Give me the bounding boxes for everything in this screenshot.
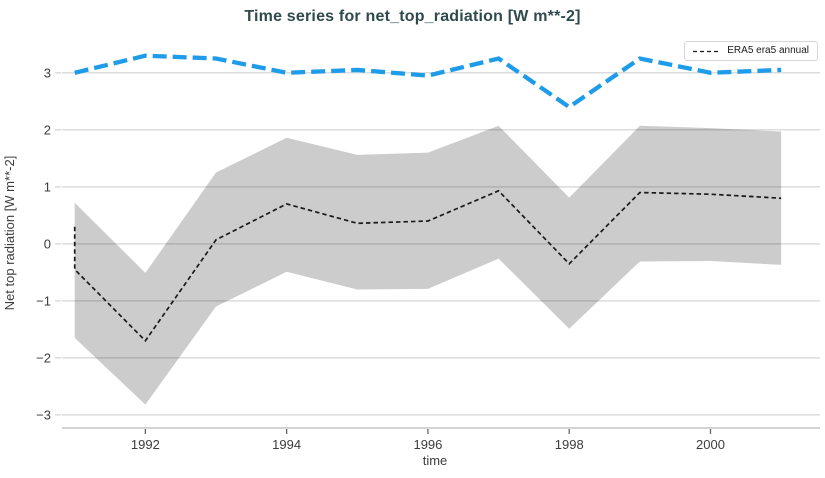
y-tick-label: 0 [44,236,51,251]
y-tick-label: 2 [44,122,51,137]
y-tick-label: 1 [44,179,51,194]
y-tick-label: 3 [44,65,51,80]
legend: ERA5 era5 annual [684,41,818,61]
y-tick-label: −2 [36,350,51,365]
chart-title: Time series for net_top_radiation [W m**… [244,8,581,25]
legend-dashed-line-icon [693,50,720,52]
y-axis-title: Net top radiation [W m**-2] [2,156,17,311]
uncertainty-band [74,125,782,405]
legend-label: ERA5 era5 annual [727,45,809,56]
x-tick-label: 1992 [131,437,160,452]
x-axis-title: time [423,453,448,468]
era5-annual-line [73,189,782,343]
y-tick-label: −3 [36,407,51,422]
x-tick-label: 2000 [696,437,725,452]
x-tick-label: 1998 [555,437,584,452]
x-tick-label: 1996 [413,437,442,452]
y-tick-label: −1 [36,293,51,308]
x-tick-label: 1994 [272,437,301,452]
reference-annual-line [74,53,782,110]
